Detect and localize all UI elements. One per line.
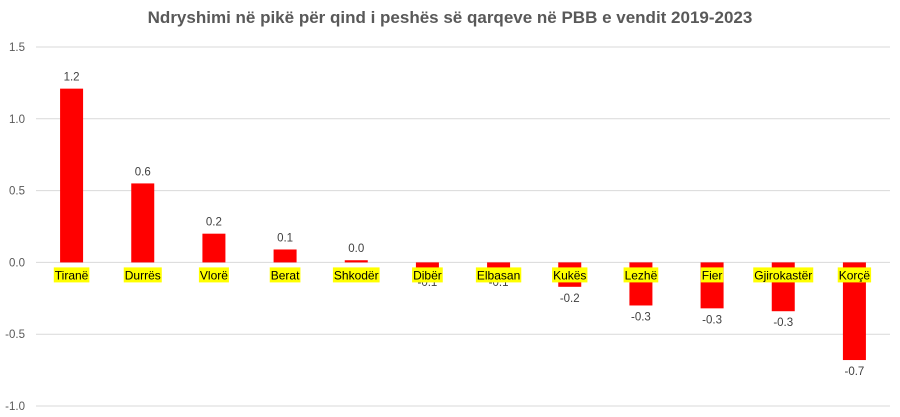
category-label-highlight (269, 267, 301, 283)
category-label: Fier (702, 268, 723, 282)
y-tick-label: 0.0 (9, 257, 25, 269)
chart-title: Ndryshimi në pikë për qind i peshës së q… (147, 8, 753, 27)
data-label: 0.2 (206, 217, 222, 229)
category-label: Gjirokastër (754, 268, 812, 282)
category-label: Berat (271, 268, 300, 282)
category-label-highlight (53, 267, 90, 283)
y-tick-label: 0.5 (9, 186, 25, 198)
data-label: 0.6 (135, 166, 151, 178)
bar (415, 262, 439, 272)
category-label: Tiranë (55, 268, 89, 282)
category-label-highlight (753, 267, 814, 283)
bar (202, 233, 226, 263)
y-tick-label: 1.0 (9, 114, 25, 126)
y-tick-label: 1.5 (9, 42, 25, 54)
data-label: 0.0 (348, 243, 364, 255)
bar (344, 260, 368, 263)
category-label-highlight (475, 267, 522, 283)
y-tick-label: -0.5 (5, 329, 25, 341)
category-label: Shkodër (334, 268, 379, 282)
data-label: -0.3 (773, 317, 793, 329)
data-label: 1.2 (64, 72, 80, 84)
data-label: -0.2 (560, 293, 580, 305)
data-label: 0.1 (277, 232, 293, 244)
data-label: -0.3 (702, 314, 722, 326)
category-label: Vlorë (200, 268, 228, 282)
category-label-highlight (623, 267, 659, 283)
category-label-highlight (332, 267, 380, 283)
category-label: Dibër (413, 268, 442, 282)
category-label-highlight (123, 267, 162, 283)
bar (842, 262, 866, 361)
bar (487, 262, 511, 272)
category-label-highlight (552, 267, 588, 283)
category-label-highlight (837, 267, 872, 283)
category-label-highlight (412, 267, 443, 283)
category-label-highlight (700, 267, 724, 283)
category-label: Kukës (553, 268, 586, 282)
category-label: Lezhë (625, 268, 658, 282)
data-label: -0.7 (845, 366, 865, 378)
bar (273, 249, 297, 263)
category-label: Durrës (125, 268, 161, 282)
y-tick-label: -1.0 (5, 401, 25, 413)
bar (60, 88, 84, 263)
bar (131, 183, 155, 263)
category-label: Korçë (839, 268, 871, 282)
data-label: -0.3 (631, 311, 651, 323)
category-label-highlight (198, 267, 229, 283)
category-label: Elbasan (477, 268, 520, 282)
